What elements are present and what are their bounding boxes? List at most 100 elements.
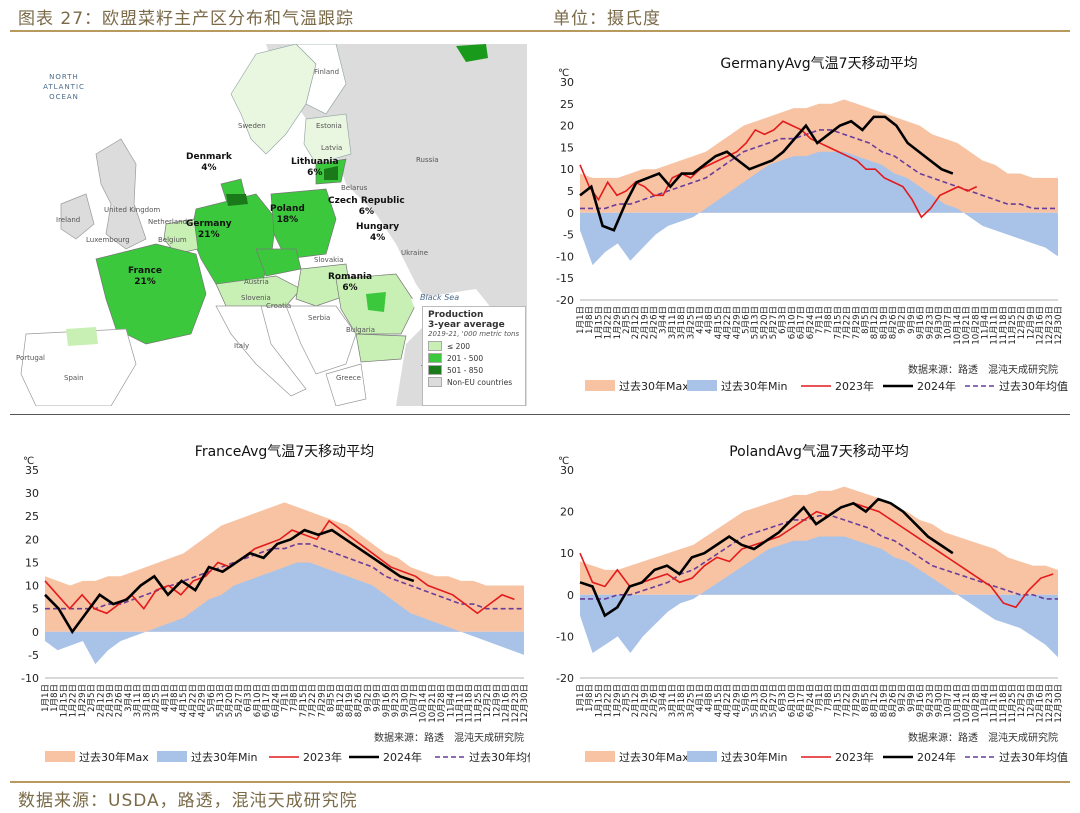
x-tick-label: 12月16日 [502,684,512,723]
chart-title: PolandAvg气温7天移动平均 [729,444,909,460]
x-tick-label: 4月29日 [732,306,742,339]
x-tick-label: 10月7日 [409,684,419,717]
y-tick-label: 0 [567,589,574,602]
country-label: Ireland [56,216,81,224]
x-tick-label: 3月25日 [686,684,696,717]
spain-north [66,327,98,346]
x-tick-label: 5月27日 [769,684,779,717]
x-tick-label: 2月5日 [622,684,632,712]
x-tick-label: 1月22日 [604,306,614,339]
chart-source: 数据来源：路透 混沌天成研究院 [908,731,1058,744]
legend-item: 2023年 [269,750,342,764]
producer-label: Hungary 4% [356,222,399,244]
x-tick-label: 10月28日 [437,684,447,723]
x-tick-label: 2月26日 [115,684,125,717]
x-tick-label: 4月8日 [705,684,715,712]
x-tick-label: 6月3日 [778,684,788,712]
country-label: Luxembourg [86,236,130,244]
max-area [45,502,524,632]
x-tick-label: 9月2日 [898,684,908,712]
poland [270,188,337,260]
x-tick-label: 1月8日 [585,306,595,334]
x-tick-label: 7月1日 [281,684,291,712]
producer-label: Germany 21% [186,219,232,241]
x-tick-label: 10月14日 [953,306,963,345]
producer-share: 4% [201,163,217,173]
chart-title: FranceAvg气温7天移动平均 [195,444,374,460]
map-legend-item: Non-EU countries [428,377,520,387]
x-tick-label: 2月26日 [650,306,660,339]
country-label: Ukraine [401,249,429,257]
x-tick-label: 11月18日 [999,306,1009,345]
x-tick-label: 1月29日 [613,306,623,339]
x-tick-label: 1月8日 [585,684,595,712]
y-tick-label: 5 [567,185,574,198]
x-tick-label: 9月30日 [935,684,945,717]
x-tick-label: 6月10日 [787,306,797,339]
x-tick-label: 4月1日 [696,684,706,712]
map-legend-item: 201 - 500 [428,353,520,363]
x-tick-label: 1月15日 [594,684,604,717]
avg-line [580,129,1058,210]
germany-chart: GermanyAvg气温7天移动平均 ℃30 25 20 15 10 5 0 -5 -10 -15 -… [556,56,1068,393]
legend-label: 过去30年Max [79,750,149,764]
x-tick-label: 7月8日 [824,684,834,712]
x-tick-label: 7月22日 [308,684,318,717]
x-tick-label: 5月20日 [760,684,770,717]
line-2024 [44,528,415,635]
producer-name: Czech Republic [328,196,405,206]
x-tick-label: 3月18日 [142,684,152,717]
x-tick-label: 9月2日 [363,684,373,712]
producer-name: Germany [186,219,232,229]
x-tick-label: 1月15日 [59,684,69,717]
producer-share: 21% [134,277,156,287]
x-tick-label: 8月5日 [861,306,871,334]
x-tick-label: 12月23日 [1045,306,1055,345]
country-label: Bulgaria [346,326,376,334]
country-label: Croatia [266,302,292,310]
x-tick-label: 6月17日 [262,684,272,717]
x-tick-label: 9月9日 [907,306,917,334]
x-tick-label: 11月11日 [990,306,1000,345]
legend-label: 2024年 [917,379,956,393]
italy [215,305,307,397]
x-tick-label: 9月23日 [925,306,935,339]
map-legend-label: 501 - 850 [447,365,484,375]
legend-label: 过去30年均值 [999,750,1068,764]
legend-label: 过去30年均值 [469,750,530,764]
x-tick-label: 4月15日 [714,306,724,339]
map-legend-label: Non-EU countries [447,377,513,387]
chart-title: GermanyAvg气温7天移动平均 [720,56,917,72]
y-tick-label: 15 [560,141,574,154]
figure-title: 图表 27：欧盟菜籽主产区分布和气温跟踪 [18,9,355,29]
legend-label: 过去30年Min [721,379,788,393]
line-2024 [579,115,954,232]
legend-item: 过去30年Max [585,750,689,764]
x-tick-label: 7月15日 [833,684,843,717]
x-tick-label: 8月26日 [889,684,899,717]
producer-label: Romania 6% [328,272,372,294]
y-tick-label: -20 [556,672,574,685]
x-tick-label: 10月7日 [944,684,954,717]
x-tick-label: 2月19日 [640,306,650,339]
x-tick-label: 12月30日 [1054,684,1064,723]
y-tick-label: 10 [560,163,574,176]
x-tick-label: 4月29日 [732,684,742,717]
x-tick-label: 6月10日 [253,684,263,717]
x-tick-label: 10月21日 [962,684,972,723]
austria [215,275,302,307]
x-tick-label: 1月29日 [78,684,88,717]
x-tick-label: 4月8日 [705,306,715,334]
uk [95,138,147,250]
producer-share: 6% [342,283,358,293]
x-tick-label: 5月6日 [741,684,751,712]
country-label: Portugal [16,354,45,362]
x-tick-label: 12月23日 [511,684,521,723]
x-tick-label: 3月4日 [659,306,669,334]
france-chart-panel: FranceAvg气温7天移动平均 ℃ 35 30 25 20 15 10 5 0 -5 -10 1月1… [15,438,538,773]
x-tick-label: 7月29日 [317,684,327,717]
producer-share: 18% [276,215,299,225]
baltics [303,113,352,165]
legend-item: 过去30年Max [585,379,689,393]
legend-label: 2024年 [383,750,422,764]
